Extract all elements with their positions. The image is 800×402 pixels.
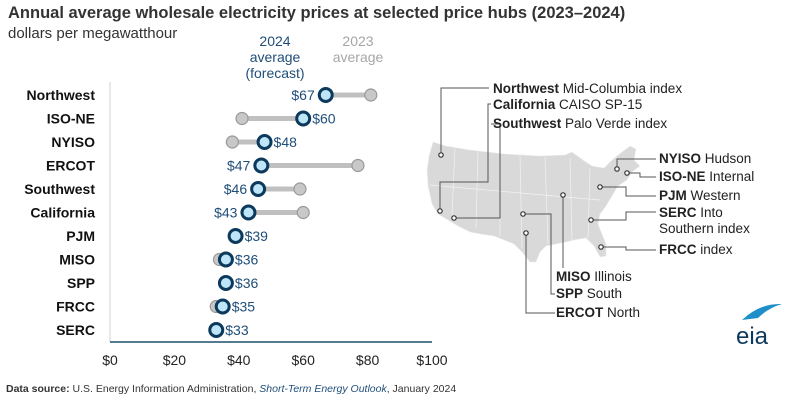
legend-2023: 2023 average [318, 33, 398, 65]
legend-2024-line2: average [249, 49, 301, 65]
category-label: ISO-NE [47, 111, 95, 127]
map-label-serc: SERC Into Southern index [659, 205, 750, 236]
category-label: California [30, 205, 95, 221]
x-tick-label: $20 [163, 352, 187, 368]
data-label-2024: $33 [225, 322, 249, 338]
legend-2024-line3: (forecast) [245, 65, 305, 81]
leader-lines [439, 87, 656, 314]
x-tick-label: $40 [227, 352, 251, 368]
point-2023 [225, 135, 239, 149]
data-label-2024: $60 [312, 111, 336, 127]
x-tick-label: $60 [292, 352, 316, 368]
source-note: Data source: U.S. Energy Information Adm… [6, 383, 457, 395]
map-label-miso: MISO Illinois [556, 269, 632, 284]
point-2023 [235, 111, 249, 126]
category-label: Northwest [27, 87, 96, 103]
hub-marker-nyiso [614, 166, 620, 172]
category-label: ERCOT [46, 158, 95, 174]
point-2023 [351, 158, 365, 173]
point-2024 [253, 157, 270, 174]
point-2024 [317, 87, 334, 103]
map-label-ercot: ERCOT North [556, 305, 641, 320]
point-2023 [296, 205, 310, 220]
data-label-2024: $35 [232, 299, 256, 315]
hub-markers [437, 152, 630, 250]
hub-marker-frcc [598, 244, 604, 250]
chart-subtitle: dollars per megawatthour [8, 25, 178, 42]
map-label-spp: SPP South [556, 286, 623, 301]
hub-marker-isone [624, 170, 630, 176]
data-label-2024: $36 [235, 252, 259, 268]
hub-marker-northwest [438, 152, 444, 158]
x-tick-label: $0 [102, 352, 118, 368]
category-label: NYISO [51, 134, 95, 150]
category-label: MISO [59, 252, 95, 268]
data-label-2024: $46 [224, 181, 248, 197]
point-2024 [208, 322, 225, 338]
hub-marker-serc [588, 217, 594, 223]
legend-2023-line2: average [332, 49, 384, 65]
hub-marker-pjm [597, 184, 603, 190]
point-2024 [256, 134, 273, 150]
point-2024 [217, 275, 234, 291]
chart-title: Annual average wholesale electricity pri… [8, 4, 626, 22]
legend-2024: 2024 average (forecast) [235, 33, 315, 81]
data-label-2024: $43 [214, 205, 238, 221]
hub-marker-miso [560, 192, 566, 198]
map-label-southwest: Southwest Palo Verde index [493, 116, 668, 131]
point-2024 [217, 251, 234, 268]
point-2024 [227, 228, 244, 244]
point-2024 [214, 298, 231, 315]
legend-2024-line1: 2024 [259, 33, 291, 49]
eia-logo-swoosh [742, 303, 782, 320]
map-label-northwest: Northwest Mid-Columbia index [493, 81, 683, 96]
point-2024 [240, 204, 257, 221]
map-label-frcc: FRCC index [659, 242, 733, 257]
point-2023 [293, 182, 307, 196]
map-label-pjm: PJM Western [659, 188, 741, 203]
hub-marker-california [437, 208, 443, 214]
category-label: Southwest [24, 181, 95, 197]
point-2024 [250, 181, 267, 197]
eia-logo-text: eia [736, 323, 769, 350]
legend-2023-line1: 2023 [342, 33, 374, 49]
data-label-2024: $39 [245, 228, 269, 244]
eia-logo: eia [736, 303, 782, 350]
map-label-nyiso: NYISO Hudson [659, 151, 752, 166]
point-2023 [364, 88, 378, 102]
us-map-shape [426, 141, 641, 263]
category-label: SPP [67, 275, 95, 291]
map-label-isone: ISO-NE Internal [659, 169, 755, 184]
category-label: FRCC [56, 299, 95, 315]
category-label: PJM [66, 228, 95, 244]
x-tick-label: $80 [356, 352, 380, 368]
hub-marker-ercot [523, 230, 529, 236]
category-label: SERC [56, 322, 95, 338]
hub-marker-southwest [451, 215, 457, 221]
data-label-2024: $36 [235, 275, 259, 291]
hub-marker-spp [520, 211, 526, 217]
point-2024 [295, 110, 312, 127]
data-label-2024: $67 [291, 87, 315, 103]
map-label-california: California CAISO SP-15 [493, 97, 643, 112]
data-label-2024: $48 [274, 134, 298, 150]
data-label-2024: $47 [227, 158, 251, 174]
x-tick-label: $100 [416, 352, 447, 368]
